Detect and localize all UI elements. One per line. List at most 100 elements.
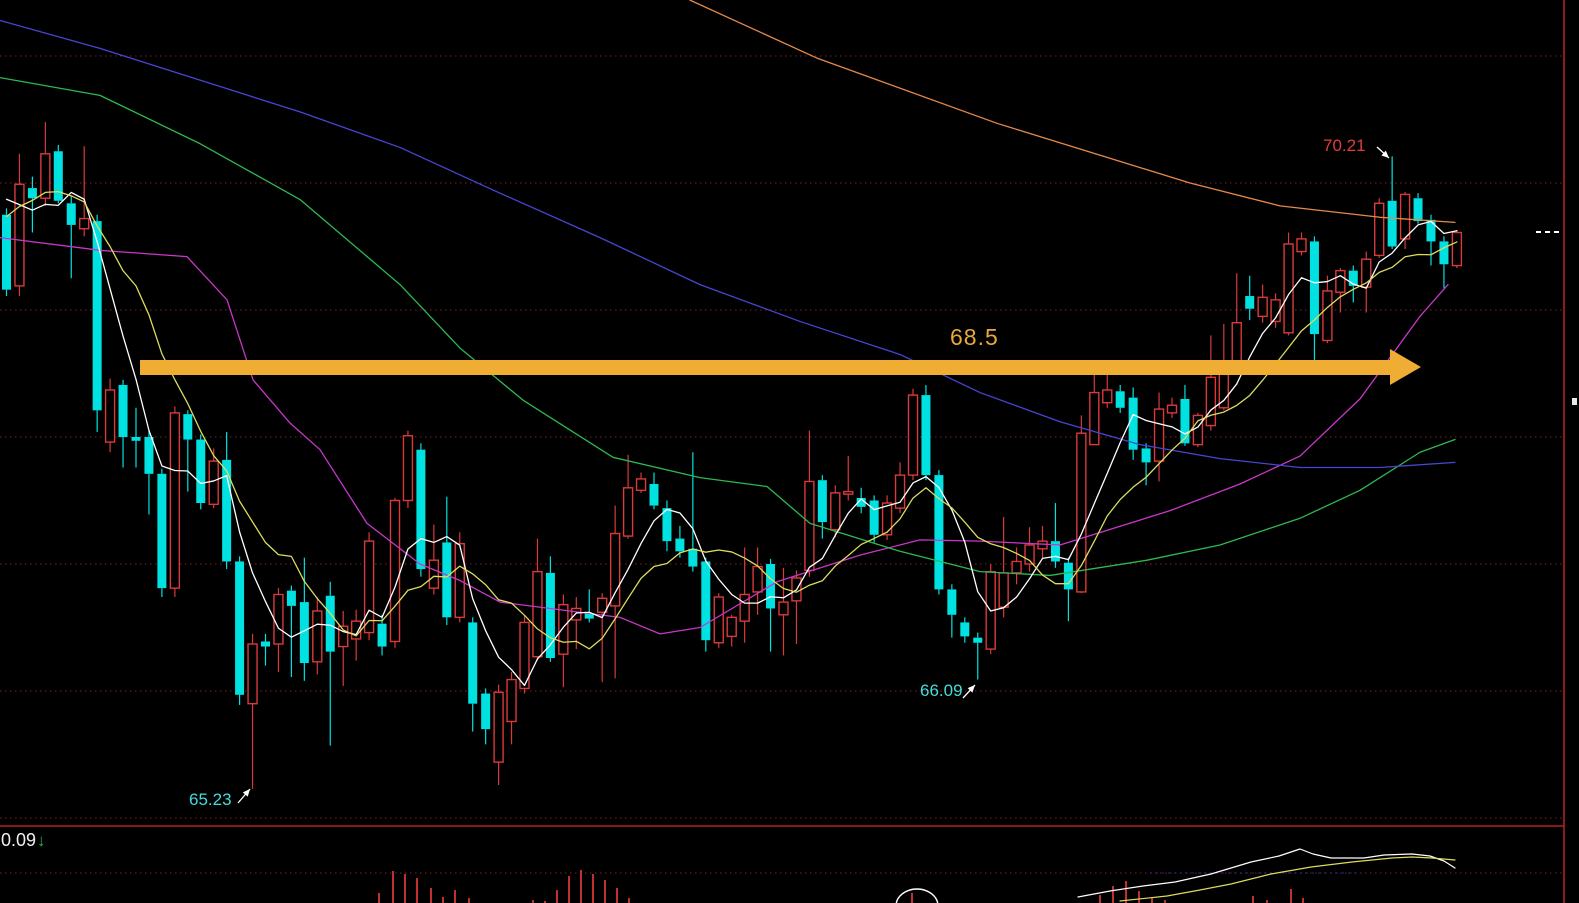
candle-up	[1257, 296, 1268, 318]
candle-down	[235, 561, 245, 695]
indicator-bar	[1112, 886, 1114, 903]
candle-up	[609, 532, 621, 607]
candle-up	[739, 593, 750, 622]
candle-up	[597, 597, 608, 613]
candle-down	[1050, 541, 1060, 562]
candle-up	[532, 570, 543, 658]
candle-down	[222, 459, 232, 562]
candle-down	[144, 437, 154, 474]
candle-down	[1439, 241, 1449, 265]
candle-up	[830, 492, 841, 531]
candle-up	[713, 596, 724, 644]
indicator-number: 0.09	[1, 830, 37, 850]
low2-callout-arrow-head	[967, 685, 975, 693]
ma-line-MA10	[5, 190, 1458, 650]
candle-up	[907, 394, 919, 476]
indicator-bar	[568, 876, 570, 903]
candle-up	[1037, 540, 1048, 550]
ma-line-MA5	[5, 191, 1458, 687]
candle-down	[183, 414, 193, 440]
indicator-bar	[532, 900, 534, 903]
candle-down	[1426, 219, 1436, 242]
candle-up	[14, 183, 25, 287]
candle-up	[1373, 202, 1385, 257]
candle-up	[1451, 231, 1463, 267]
candle-down	[481, 693, 491, 730]
high-price-label: 70.21	[1323, 136, 1366, 155]
indicator-bar	[1302, 898, 1304, 903]
candle-up	[506, 678, 517, 723]
candle-down	[92, 221, 102, 411]
candle-up	[1296, 238, 1307, 253]
candle-down	[1309, 241, 1319, 335]
candle-up	[635, 478, 647, 492]
candle-down	[688, 548, 698, 567]
down-arrow-icon: ↓	[37, 831, 46, 850]
candle-down	[66, 203, 76, 225]
indicator-bar	[468, 898, 470, 903]
indicator-bar	[392, 871, 394, 903]
indicator-bar	[1125, 881, 1127, 903]
candle-down	[442, 542, 452, 618]
candle-down	[649, 483, 659, 506]
indicator-bar	[378, 893, 380, 903]
indicator-bar	[430, 888, 432, 903]
candle-up	[804, 480, 815, 572]
candle-up	[894, 474, 906, 509]
candle-down	[675, 538, 685, 552]
trend-arrow-body	[140, 360, 1390, 375]
candle-up	[1102, 389, 1113, 404]
indicator-bar	[556, 890, 558, 903]
indicator-bar	[1151, 898, 1153, 903]
candle-down	[921, 395, 931, 476]
indicator-bar	[1099, 895, 1101, 903]
candle-up	[519, 621, 530, 690]
indicator-yellow-line	[1119, 856, 1456, 902]
candle-down	[118, 384, 128, 437]
candle-down	[662, 508, 672, 542]
candle-down	[157, 473, 167, 589]
candle-down	[53, 151, 63, 201]
candle-up	[493, 691, 504, 763]
indicator-bar	[911, 893, 913, 903]
candle-up	[273, 593, 284, 645]
candle-up	[1011, 560, 1022, 574]
candle-down	[196, 439, 206, 504]
candle-down	[2, 214, 11, 290]
candle-up	[1399, 193, 1411, 240]
ellipse-annotation	[895, 888, 939, 903]
candle-up	[1322, 290, 1333, 342]
candle-down	[325, 595, 335, 652]
candle-up	[104, 389, 116, 443]
candle-up	[1283, 243, 1294, 334]
candle-up	[363, 540, 375, 634]
candle-down	[27, 188, 37, 199]
indicator-bar	[442, 897, 444, 903]
candle-down	[1128, 397, 1138, 450]
indicator-bar	[454, 890, 456, 903]
candle-up	[622, 487, 634, 537]
candle-down	[960, 622, 970, 637]
candle-down	[1141, 448, 1151, 463]
candle-down	[701, 561, 711, 641]
resistance-level-label: 68.5	[950, 324, 999, 350]
trend-arrow-head	[1390, 349, 1421, 385]
indicator-bar	[628, 898, 630, 903]
candle-down	[299, 602, 309, 664]
candle-up	[1089, 391, 1100, 446]
high-callout-arrow-head	[1381, 150, 1389, 158]
ma-line-MA120	[0, 19, 1456, 469]
candle-up	[1076, 432, 1087, 593]
candle-up	[1231, 322, 1242, 367]
indicator-bar	[580, 870, 582, 903]
candle-up	[208, 460, 219, 506]
candle-down	[1180, 398, 1190, 444]
candle-down	[286, 590, 296, 606]
candle-up	[312, 610, 323, 663]
candle-down	[856, 497, 866, 507]
candle-up	[1166, 404, 1178, 414]
ma-line-MA20	[0, 236, 1449, 635]
